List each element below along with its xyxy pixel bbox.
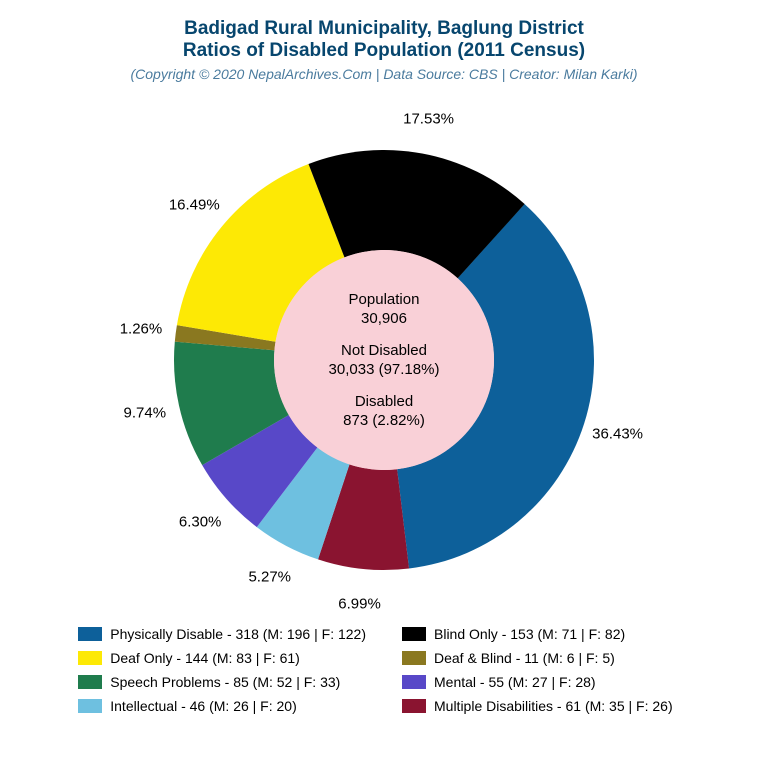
title-line-2: Ratios of Disabled Population (2011 Cens… <box>130 40 637 62</box>
legend-item: Mental - 55 (M: 27 | F: 28) <box>402 674 690 690</box>
center-not-disabled: Not Disabled 30,033 (97.18%) <box>329 341 440 380</box>
title-line-1: Badigad Rural Municipality, Baglung Dist… <box>130 18 637 40</box>
legend-label: Multiple Disabilities - 61 (M: 35 | F: 2… <box>434 698 673 714</box>
subtitle: (Copyright © 2020 NepalArchives.Com | Da… <box>130 66 637 82</box>
legend-swatch <box>402 699 426 713</box>
legend-swatch <box>402 651 426 665</box>
legend-item: Intellectual - 46 (M: 26 | F: 20) <box>78 698 366 714</box>
slice-pct-label: 5.27% <box>248 568 291 585</box>
not-disabled-value: 30,033 (97.18%) <box>329 360 440 380</box>
legend-item: Multiple Disabilities - 61 (M: 35 | F: 2… <box>402 698 690 714</box>
legend-swatch <box>78 699 102 713</box>
legend-swatch <box>78 627 102 641</box>
legend-item: Deaf Only - 144 (M: 83 | F: 61) <box>78 650 366 666</box>
slice-pct-label: 36.43% <box>592 425 643 442</box>
legend-label: Speech Problems - 85 (M: 52 | F: 33) <box>110 674 340 690</box>
legend-label: Deaf & Blind - 11 (M: 6 | F: 5) <box>434 650 615 666</box>
center-disc: Population 30,906 Not Disabled 30,033 (9… <box>274 250 494 470</box>
legend-swatch <box>78 675 102 689</box>
legend-item: Speech Problems - 85 (M: 52 | F: 33) <box>78 674 366 690</box>
slice-pct-label: 6.30% <box>179 513 222 530</box>
legend-swatch <box>402 627 426 641</box>
donut-chart: Population 30,906 Not Disabled 30,033 (9… <box>134 110 634 610</box>
slice-pct-label: 17.53% <box>403 111 454 128</box>
population-label: Population <box>349 290 420 310</box>
legend-swatch <box>78 651 102 665</box>
center-disabled: Disabled 873 (2.82%) <box>343 392 425 431</box>
slice-pct-label: 16.49% <box>169 197 220 214</box>
legend-item: Physically Disable - 318 (M: 196 | F: 12… <box>78 626 366 642</box>
slice-pct-label: 9.74% <box>124 405 167 422</box>
slice-pct-label: 1.26% <box>120 320 163 337</box>
legend: Physically Disable - 318 (M: 196 | F: 12… <box>78 626 690 714</box>
legend-label: Intellectual - 46 (M: 26 | F: 20) <box>110 698 297 714</box>
title-block: Badigad Rural Municipality, Baglung Dist… <box>130 18 637 82</box>
legend-label: Deaf Only - 144 (M: 83 | F: 61) <box>110 650 300 666</box>
legend-label: Blind Only - 153 (M: 71 | F: 82) <box>434 626 625 642</box>
disabled-value: 873 (2.82%) <box>343 411 425 431</box>
legend-label: Physically Disable - 318 (M: 196 | F: 12… <box>110 626 366 642</box>
legend-item: Blind Only - 153 (M: 71 | F: 82) <box>402 626 690 642</box>
disabled-label: Disabled <box>343 392 425 412</box>
center-population: Population 30,906 <box>349 290 420 329</box>
slice-pct-label: 6.99% <box>338 595 381 612</box>
not-disabled-label: Not Disabled <box>329 341 440 361</box>
legend-label: Mental - 55 (M: 27 | F: 28) <box>434 674 596 690</box>
legend-swatch <box>402 675 426 689</box>
population-value: 30,906 <box>349 309 420 329</box>
legend-item: Deaf & Blind - 11 (M: 6 | F: 5) <box>402 650 690 666</box>
